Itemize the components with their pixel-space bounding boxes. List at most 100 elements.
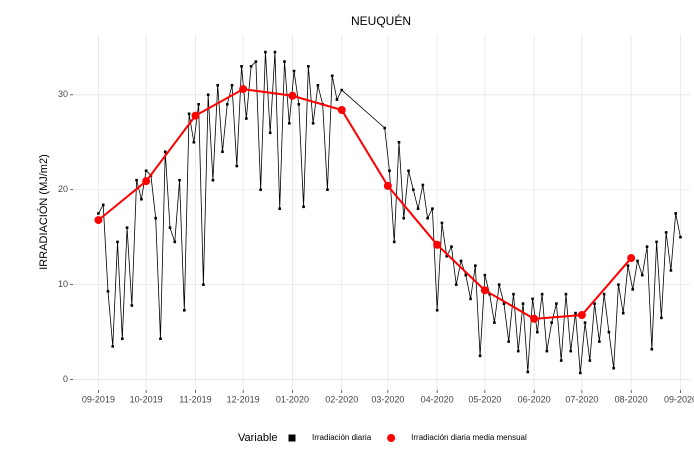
x-tick-label: 08-2020 (615, 394, 648, 404)
point (531, 297, 534, 301)
point (540, 292, 544, 296)
point (454, 283, 458, 286)
point (120, 337, 124, 341)
series-line (98, 52, 681, 373)
legend-title: Variable (238, 432, 278, 444)
point (577, 311, 586, 320)
point (650, 347, 654, 351)
point (159, 337, 162, 341)
point (493, 321, 496, 324)
point (593, 302, 596, 305)
point (512, 292, 515, 296)
point (407, 169, 410, 173)
point (660, 316, 663, 320)
point (383, 181, 392, 190)
point (626, 264, 630, 267)
point (101, 203, 105, 207)
point (288, 91, 297, 100)
legend-label: Irradiación diaria media mensual (411, 433, 527, 442)
legend-marker (387, 434, 396, 442)
point (202, 283, 205, 286)
point (97, 212, 100, 215)
point (397, 140, 401, 144)
point (536, 330, 539, 334)
point (135, 178, 138, 182)
point (239, 85, 248, 94)
x-tick-label: 02-2020 (325, 394, 358, 404)
point (140, 197, 143, 201)
point (440, 221, 444, 225)
point (564, 292, 568, 296)
x-tick-label: 09-2019 (82, 394, 115, 404)
point (283, 60, 286, 63)
point (583, 321, 587, 324)
point (636, 259, 639, 263)
legend-marker (288, 434, 296, 442)
y-tick-label: 20 (58, 184, 68, 194)
point (412, 188, 415, 192)
point (664, 231, 668, 234)
point (178, 178, 181, 182)
point (302, 205, 305, 209)
point (502, 302, 506, 305)
point (94, 216, 103, 225)
x-tick-label: 07-2020 (565, 394, 598, 404)
x-tick-label: 11-2019 (179, 394, 211, 404)
point (550, 321, 553, 324)
point (249, 65, 253, 68)
point (526, 370, 530, 374)
point (598, 340, 601, 343)
point (230, 84, 234, 87)
point (433, 240, 442, 249)
point (116, 240, 119, 244)
point (602, 292, 606, 296)
point (450, 245, 453, 248)
point (674, 212, 677, 215)
point (621, 311, 625, 315)
point (416, 207, 420, 211)
point (516, 349, 520, 353)
point (645, 245, 649, 248)
point (507, 340, 511, 343)
x-tick-label: 12-2019 (227, 394, 260, 404)
point (617, 283, 620, 286)
y-tick-label: 30 (58, 89, 68, 99)
point (225, 102, 229, 106)
point (330, 74, 334, 78)
point (669, 269, 673, 272)
point (307, 65, 310, 68)
point (497, 283, 501, 286)
point (259, 188, 262, 192)
point (640, 273, 644, 277)
point (469, 297, 472, 301)
point (588, 359, 592, 362)
point (530, 314, 539, 323)
point (555, 302, 558, 305)
point (612, 366, 615, 370)
point (340, 88, 344, 92)
point (337, 105, 346, 114)
point (192, 140, 196, 144)
point (435, 308, 439, 312)
point (125, 226, 129, 229)
point (483, 273, 487, 277)
point (154, 216, 157, 220)
point (173, 240, 177, 244)
point (445, 254, 448, 258)
point (287, 121, 291, 125)
point (142, 177, 151, 186)
y-axis-label: IRRADIACIÓN (MJ/m2) (37, 154, 50, 270)
point (254, 60, 258, 63)
point (402, 216, 406, 220)
point (273, 50, 277, 54)
point (111, 345, 115, 348)
point (392, 240, 396, 244)
point (187, 112, 191, 116)
point (292, 69, 296, 73)
point (559, 359, 563, 362)
point (268, 131, 272, 135)
y-tick-label: 0 (63, 374, 68, 384)
point (631, 288, 635, 291)
point (431, 207, 434, 211)
point (191, 111, 200, 120)
